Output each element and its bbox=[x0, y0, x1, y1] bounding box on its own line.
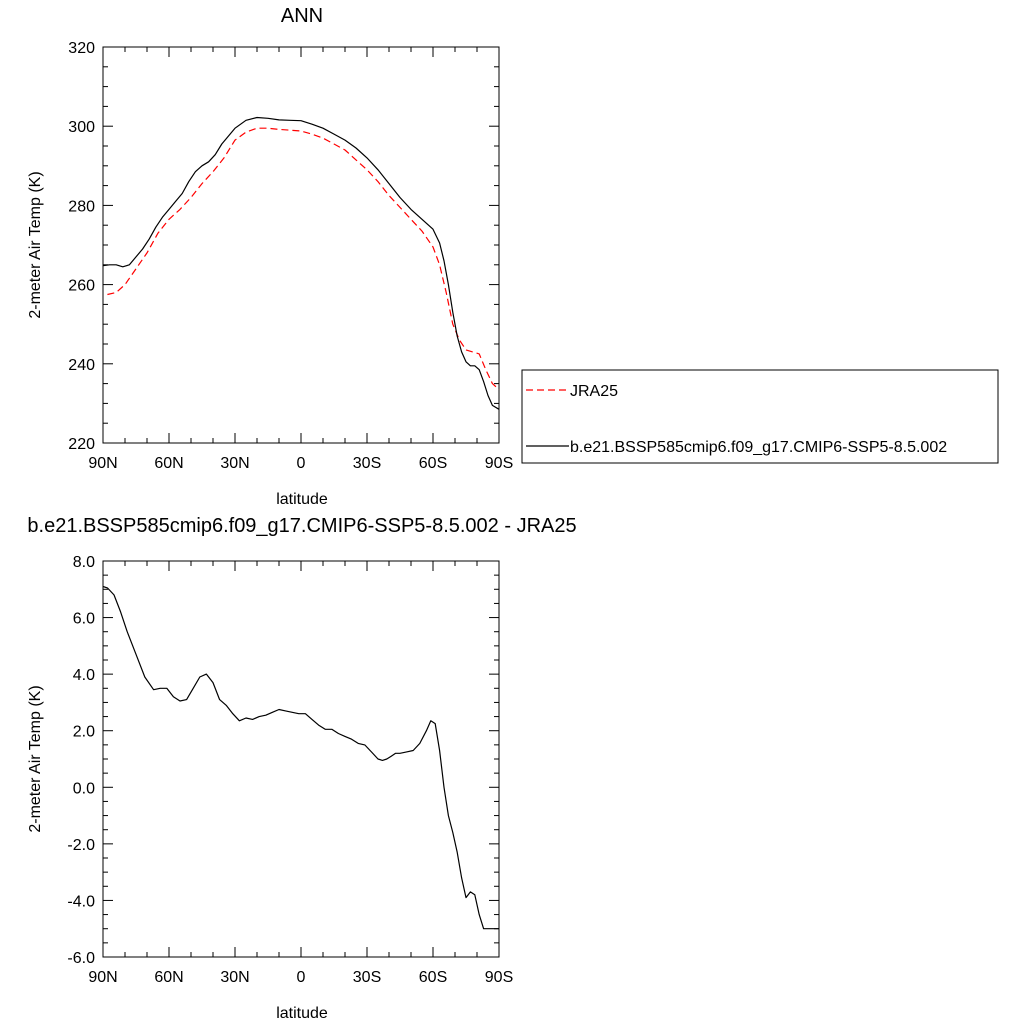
top-x-tick-label: 90S bbox=[485, 455, 513, 472]
bottom-chart-title: b.e21.BSSP585cmip6.f09_g17.CMIP6-SSP5-8.… bbox=[27, 515, 576, 537]
top-x-axis-label: latitude bbox=[276, 491, 328, 508]
bottom-x-tick-label: 90N bbox=[88, 969, 117, 986]
bottom-plot-frame bbox=[102, 560, 500, 958]
top-y-axis-label: 2-meter Air Temp (K) bbox=[27, 171, 44, 318]
bottom-chart: b.e21.BSSP585cmip6.f09_g17.CMIP6-SSP5-8.… bbox=[27, 515, 577, 1022]
top-series-line-jra25 bbox=[107, 127, 500, 390]
bottom-y-tick-label: -2.0 bbox=[67, 837, 95, 854]
top-chart: ANN 90N 60N 30N 0 30S 60S 90S 220 240 260 280 300 32… bbox=[27, 5, 513, 508]
legend: JRA25 b.e21.BSSP585cmip6.f09_g17.CMIP6-S… bbox=[521, 369, 999, 464]
legend-label-model: b.e21.BSSP585cmip6.f09_g17.CMIP6-SSP5-8.… bbox=[570, 439, 947, 456]
bottom-y-tick-label: 8.0 bbox=[73, 554, 95, 571]
legend-label-jra25: JRA25 bbox=[570, 383, 618, 400]
bottom-x-tick-label: 0 bbox=[297, 969, 306, 986]
top-axis-ticks: 90N 60N 30N 0 30S 60S 90S 220 240 260 280 300 320 bbox=[68, 40, 513, 472]
top-chart-title: ANN bbox=[281, 5, 323, 27]
bottom-x-tick-label: 90S bbox=[485, 969, 513, 986]
top-x-tick-label: 30N bbox=[220, 455, 249, 472]
bottom-axis-ticks: 90N 60N 30N 0 30S 60S 90S -6.0 -4.0 -2.0 0.0 2.0 4.0… bbox=[67, 554, 513, 986]
bottom-x-tick-label: 30N bbox=[220, 969, 249, 986]
top-y-tick-label: 300 bbox=[68, 119, 95, 136]
bottom-y-tick-label: -4.0 bbox=[67, 893, 95, 910]
bottom-y-tick-label: 2.0 bbox=[73, 724, 95, 741]
bottom-x-axis-label: latitude bbox=[276, 1005, 328, 1022]
top-x-tick-label: 60N bbox=[154, 455, 183, 472]
top-y-tick-label: 320 bbox=[68, 40, 95, 57]
top-x-tick-label: 0 bbox=[297, 455, 306, 472]
top-y-tick-label: 260 bbox=[68, 278, 95, 295]
top-y-tick-label: 240 bbox=[68, 357, 95, 374]
top-y-tick-label: 280 bbox=[68, 198, 95, 215]
top-x-tick-label: 60S bbox=[419, 455, 447, 472]
bottom-y-tick-label: -6.0 bbox=[67, 950, 95, 967]
bottom-x-tick-label: 60N bbox=[154, 969, 183, 986]
bottom-x-tick-label: 30S bbox=[353, 969, 381, 986]
top-y-tick-label: 220 bbox=[68, 436, 95, 453]
bottom-y-tick-label: 6.0 bbox=[73, 611, 95, 628]
bottom-y-axis-label: 2-meter Air Temp (K) bbox=[27, 685, 44, 832]
bottom-series-lines bbox=[102, 585, 499, 930]
bottom-series-line-difference bbox=[102, 585, 499, 930]
top-x-tick-label: 30S bbox=[353, 455, 381, 472]
top-series-line-model bbox=[102, 116, 500, 410]
bottom-y-tick-label: 4.0 bbox=[73, 667, 95, 684]
legend-box bbox=[521, 369, 999, 464]
top-x-tick-label: 90N bbox=[88, 455, 117, 472]
bottom-x-tick-label: 60S bbox=[419, 969, 447, 986]
top-series-lines bbox=[102, 116, 500, 410]
bottom-y-tick-label: 0.0 bbox=[73, 780, 95, 797]
